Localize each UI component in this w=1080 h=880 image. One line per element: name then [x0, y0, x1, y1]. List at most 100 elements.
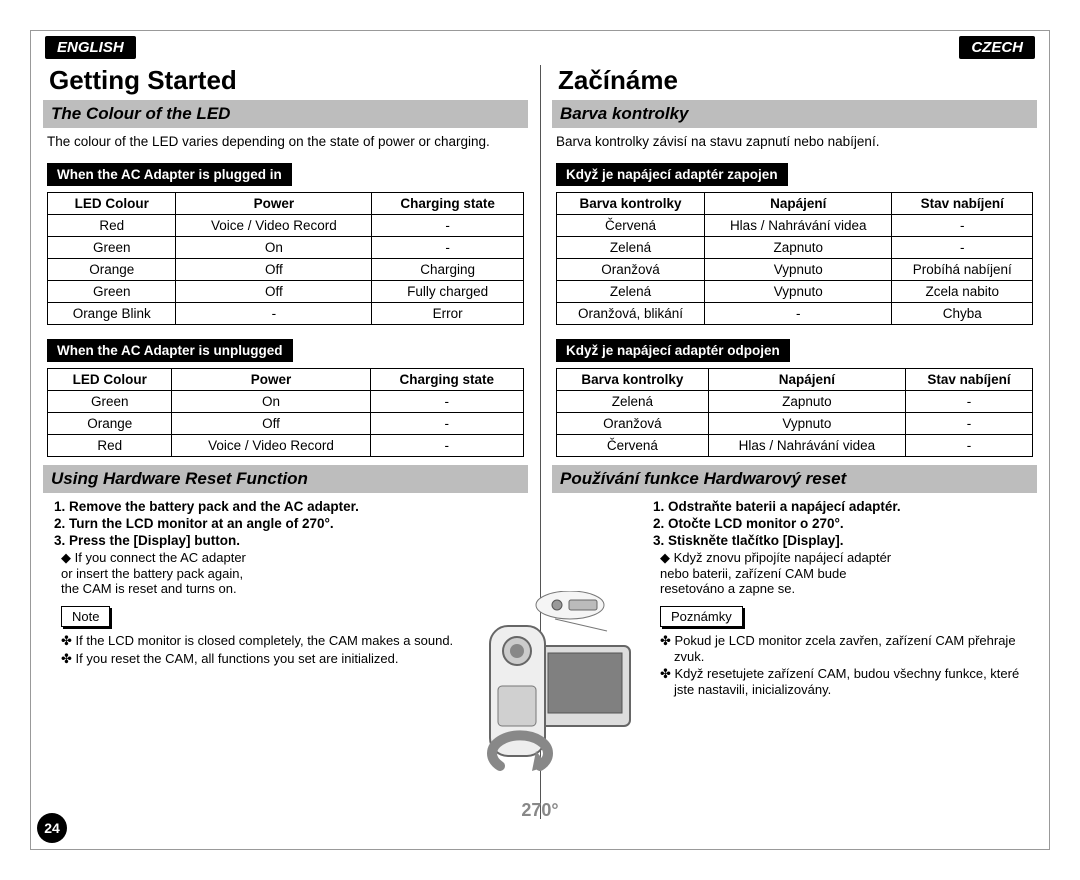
- table-cell: Oranžová: [557, 413, 709, 435]
- camera-icon: [440, 591, 640, 801]
- table-cell: Red: [48, 215, 176, 237]
- table-cell: -: [370, 435, 523, 457]
- led-intro-en: The colour of the LED varies depending o…: [47, 134, 524, 149]
- table-cell: Chyba: [892, 303, 1033, 325]
- table-cell: Orange: [48, 413, 172, 435]
- reset-step: Turn the LCD monitor at an angle of 270°…: [69, 516, 524, 531]
- page-number-badge: 24: [37, 813, 67, 843]
- table-row: RedVoice / Video Record-: [48, 435, 524, 457]
- table-cell: Green: [48, 237, 176, 259]
- table-row: OranžováVypnuto-: [557, 413, 1033, 435]
- table-cell: Off: [172, 413, 370, 435]
- table-row: RedVoice / Video Record-: [48, 215, 524, 237]
- table-cell: -: [176, 303, 372, 325]
- table-cell: -: [906, 435, 1033, 457]
- reset-sub-lead: ◆ Když znovu připojíte napájecí adaptér: [660, 550, 1033, 566]
- note-item: Když resetujete zařízení CAM, budou všec…: [660, 666, 1033, 697]
- table-cell: -: [370, 413, 523, 435]
- page-frame: ENGLISH CZECH Getting Started The Colour…: [30, 30, 1050, 850]
- table-cell: Vypnuto: [704, 259, 892, 281]
- reset-sub-line: resetováno a zapne se.: [660, 581, 1033, 596]
- led-intro-cz: Barva kontrolky závisí na stavu zapnutí …: [556, 134, 1033, 149]
- table-row: ČervenáHlas / Nahrávání videa-: [557, 435, 1033, 457]
- table-row: GreenOffFully charged: [48, 281, 524, 303]
- table-cell: Fully charged: [372, 281, 524, 303]
- table-cell: Zapnuto: [708, 391, 905, 413]
- reset-sub-line: or insert the battery pack again,: [61, 566, 524, 581]
- table-cell: On: [176, 237, 372, 259]
- table-cell: -: [372, 215, 524, 237]
- table-cell: Zcela nabito: [892, 281, 1033, 303]
- table-cell: Zelená: [557, 281, 705, 303]
- subhead-plugged-cz: Když je napájecí adaptér zapojen: [556, 163, 788, 186]
- table-cell: Vypnuto: [704, 281, 892, 303]
- table-row: ZelenáZapnuto-: [557, 391, 1033, 413]
- th: Charging state: [372, 193, 524, 215]
- note-item: Pokud je LCD monitor zcela zavřen, zaříz…: [660, 633, 1033, 664]
- th: Napájení: [708, 369, 905, 391]
- table-row: GreenOn-: [48, 391, 524, 413]
- table-cell: -: [906, 413, 1033, 435]
- led-table-plugged-en: LED Colour Power Charging state RedVoice…: [47, 192, 524, 325]
- table-cell: Green: [48, 281, 176, 303]
- th: Napájení: [704, 193, 892, 215]
- table-cell: Orange: [48, 259, 176, 281]
- table-cell: Probíhá nabíjení: [892, 259, 1033, 281]
- table-cell: Hlas / Nahrávání videa: [704, 215, 892, 237]
- th: Stav nabíjení: [892, 193, 1033, 215]
- table-row: Orange Blink-Error: [48, 303, 524, 325]
- table-cell: Charging: [372, 259, 524, 281]
- table-cell: -: [906, 391, 1033, 413]
- table-row: OranžováVypnutoProbíhá nabíjení: [557, 259, 1033, 281]
- led-table-unplugged-cz: Barva kontrolky Napájení Stav nabíjení Z…: [556, 368, 1033, 457]
- table-cell: Voice / Video Record: [176, 215, 372, 237]
- table-cell: Vypnuto: [708, 413, 905, 435]
- table-cell: Off: [176, 281, 372, 303]
- tbody-plugged-en: RedVoice / Video Record-GreenOn-OrangeOf…: [48, 215, 524, 325]
- table-cell: Oranžová: [557, 259, 705, 281]
- camera-illustration: 270°: [440, 591, 640, 821]
- table-cell: Zapnuto: [704, 237, 892, 259]
- th: Barva kontrolky: [557, 193, 705, 215]
- section-reset-title-cz: Používání funkce Hardwarový reset: [552, 465, 1037, 493]
- reset-step: Otočte LCD monitor o 270°.: [668, 516, 1033, 531]
- table-row: ZelenáZapnuto-: [557, 237, 1033, 259]
- table-cell: -: [892, 215, 1033, 237]
- subhead-unplugged-en: When the AC Adapter is unplugged: [47, 339, 293, 362]
- tbody-unplugged-cz: ZelenáZapnuto-OranžováVypnuto-ČervenáHla…: [557, 391, 1033, 457]
- page-title-cz: Začínáme: [558, 65, 1033, 96]
- th: Barva kontrolky: [557, 369, 709, 391]
- page-title-en: Getting Started: [49, 65, 524, 96]
- table-row: ZelenáVypnutoZcela nabito: [557, 281, 1033, 303]
- section-reset-title-en: Using Hardware Reset Function: [43, 465, 528, 493]
- table-cell: Orange Blink: [48, 303, 176, 325]
- reset-step: Odstraňte baterii a napájecí adaptér.: [668, 499, 1033, 514]
- th: LED Colour: [48, 369, 172, 391]
- table-row: ČervenáHlas / Nahrávání videa-: [557, 215, 1033, 237]
- reset-sub-line: nebo baterii, zařízení CAM bude: [660, 566, 1033, 581]
- tbody-plugged-cz: ČervenáHlas / Nahrávání videa-ZelenáZapn…: [557, 215, 1033, 325]
- table-cell: Red: [48, 435, 172, 457]
- table-cell: Zelená: [557, 237, 705, 259]
- th: Charging state: [370, 369, 523, 391]
- notes-cz: Pokud je LCD monitor zcela zavřen, zaříz…: [660, 633, 1033, 697]
- th: LED Colour: [48, 193, 176, 215]
- led-table-unplugged-en: LED Colour Power Charging state GreenOn-…: [47, 368, 524, 457]
- table-cell: Červená: [557, 215, 705, 237]
- table-cell: Off: [176, 259, 372, 281]
- angle-label: 270°: [440, 800, 640, 821]
- reset-text-cz: Odstraňte baterii a napájecí adaptér. Ot…: [646, 499, 1033, 699]
- reset-sub-lead: ◆ If you connect the AC adapter: [61, 550, 524, 566]
- table-row: GreenOn-: [48, 237, 524, 259]
- table-cell: -: [372, 237, 524, 259]
- table-cell: Error: [372, 303, 524, 325]
- section-led-colour-title-cz: Barva kontrolky: [552, 100, 1037, 128]
- table-row: OrangeOff-: [48, 413, 524, 435]
- section-led-colour-title: The Colour of the LED: [43, 100, 528, 128]
- led-table-plugged-cz: Barva kontrolky Napájení Stav nabíjení Č…: [556, 192, 1033, 325]
- th: Stav nabíjení: [906, 369, 1033, 391]
- table-cell: Oranžová, blikání: [557, 303, 705, 325]
- table-cell: Zelená: [557, 391, 709, 413]
- note-label-cz: Poznámky: [660, 606, 743, 627]
- table-row: OrangeOffCharging: [48, 259, 524, 281]
